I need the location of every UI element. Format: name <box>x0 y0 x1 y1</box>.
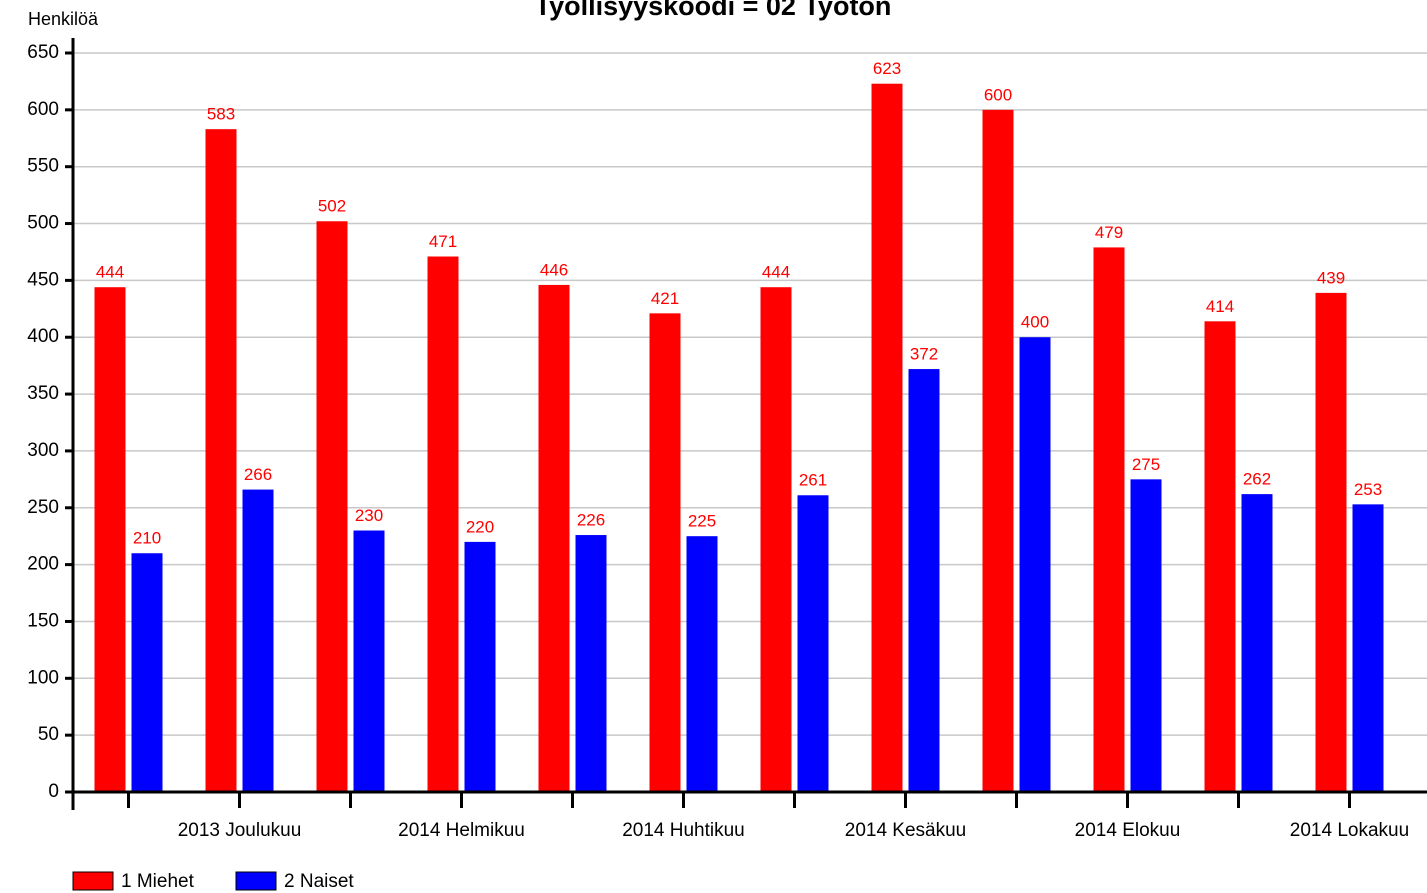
bar <box>1241 494 1273 792</box>
bar <box>1130 479 1162 792</box>
y-tick-label: 300 <box>27 440 59 461</box>
legend-label: 1 Miehet <box>121 871 195 892</box>
x-tick-label: 2014 Elokuu <box>1075 820 1181 841</box>
bar <box>760 287 792 792</box>
bar <box>464 541 496 792</box>
value-label: 623 <box>873 59 901 78</box>
x-tick-label: 2014 Helmikuu <box>398 820 525 841</box>
value-label: 262 <box>1243 470 1271 489</box>
bar <box>575 535 607 792</box>
y-tick-label: 100 <box>27 667 59 688</box>
value-label: 414 <box>1206 297 1234 316</box>
bar <box>1204 321 1236 792</box>
bar <box>1352 504 1384 792</box>
bar <box>1315 292 1347 792</box>
y-tick-label: 0 <box>48 781 59 802</box>
value-label: 421 <box>651 289 679 308</box>
value-label: 471 <box>429 232 457 251</box>
value-label: 266 <box>244 465 272 484</box>
bar <box>908 369 940 792</box>
x-tick-label: 2013 Joulukuu <box>178 820 302 841</box>
bar <box>205 129 237 793</box>
bar <box>797 495 829 792</box>
bar <box>316 221 348 792</box>
y-tick-label: 150 <box>27 610 59 631</box>
value-label: 275 <box>1132 455 1160 474</box>
value-label: 444 <box>762 263 790 282</box>
value-label: 502 <box>318 197 346 216</box>
bar <box>686 536 718 792</box>
y-tick-label: 50 <box>38 724 59 745</box>
value-label: 400 <box>1021 313 1049 332</box>
y-tick-label: 550 <box>27 156 59 177</box>
x-tick-label: 2014 Kesäkuu <box>845 820 967 841</box>
value-label: 210 <box>133 529 161 548</box>
value-label: 439 <box>1317 268 1345 287</box>
legend-label: 2 Naiset <box>284 871 354 892</box>
value-label: 479 <box>1095 223 1123 242</box>
x-tick-label: 2014 Huhtikuu <box>622 820 745 841</box>
bar <box>1093 247 1125 793</box>
y-tick-label: 650 <box>27 42 59 63</box>
value-label: 600 <box>984 85 1012 104</box>
legend-swatch <box>72 871 114 891</box>
value-label: 583 <box>207 105 235 124</box>
bar <box>649 313 681 792</box>
y-axis-label: Henkilöä <box>28 9 99 29</box>
y-tick-label: 600 <box>27 99 59 120</box>
bar <box>538 284 570 792</box>
bar <box>94 287 126 792</box>
value-label: 261 <box>799 471 827 490</box>
value-label: 446 <box>540 260 568 279</box>
value-label: 372 <box>910 345 938 364</box>
value-label: 225 <box>688 512 716 531</box>
y-tick-label: 200 <box>27 554 59 575</box>
value-label: 230 <box>355 506 383 525</box>
y-tick-label: 400 <box>27 326 59 347</box>
bar <box>871 83 903 793</box>
value-label: 253 <box>1354 480 1382 499</box>
y-tick-label: 350 <box>27 383 59 404</box>
bar <box>1019 337 1051 792</box>
value-label: 444 <box>96 263 124 282</box>
y-tick-label: 500 <box>27 213 59 234</box>
y-tick-label: 250 <box>27 497 59 518</box>
bar <box>427 256 459 792</box>
y-tick-label: 450 <box>27 269 59 290</box>
legend-swatch <box>235 871 277 891</box>
value-label: 226 <box>577 511 605 530</box>
chart-title: Työllisyyskoodi = 02 Työtön <box>535 0 892 21</box>
value-label: 220 <box>466 517 494 536</box>
bar <box>242 489 274 792</box>
x-tick-label: 2014 Lokakuu <box>1290 820 1409 841</box>
bar <box>353 530 385 792</box>
bar <box>131 553 163 792</box>
bar <box>982 109 1014 793</box>
